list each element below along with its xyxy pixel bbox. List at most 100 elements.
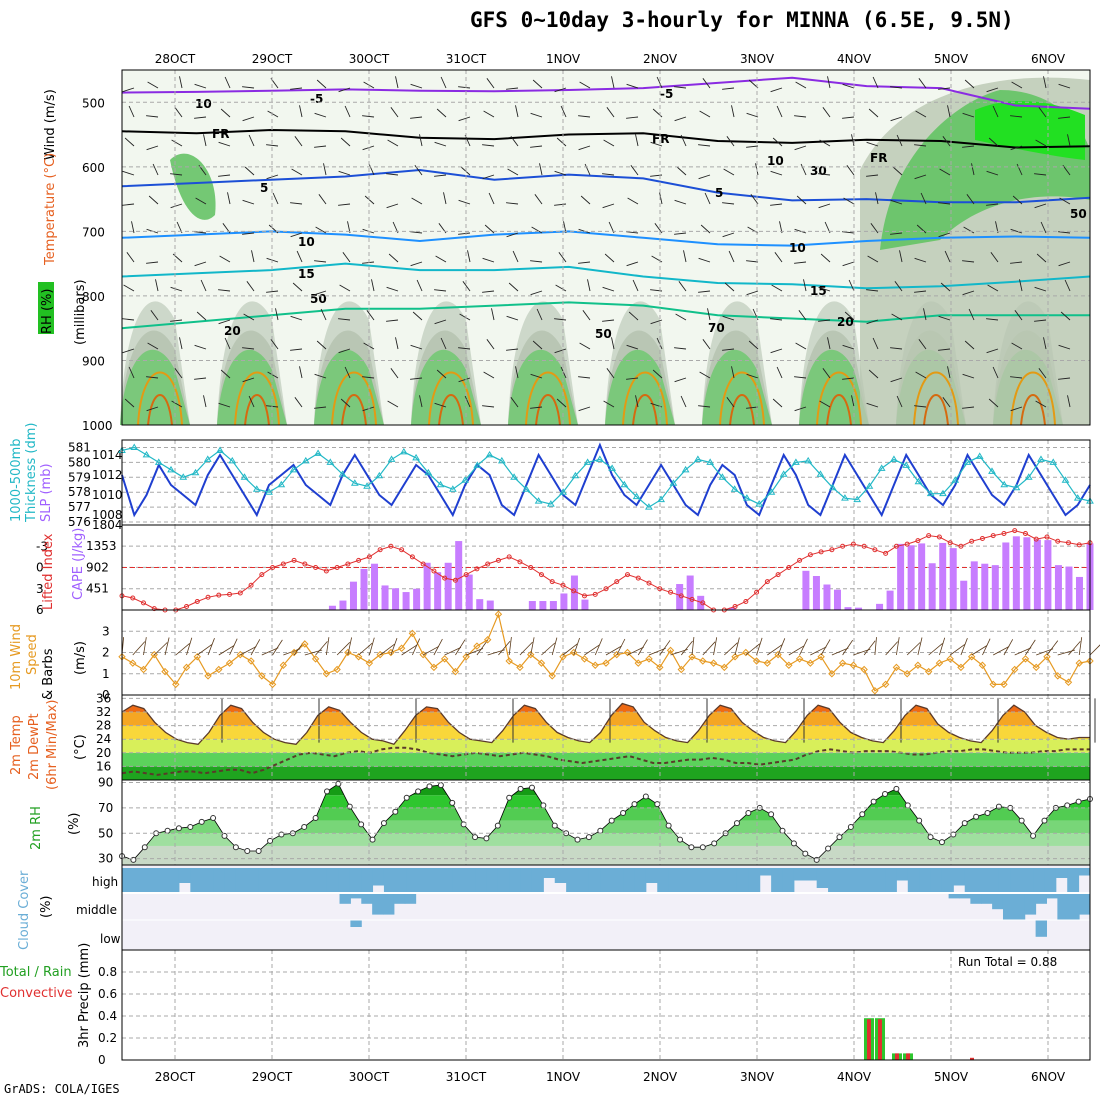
wind-barb — [338, 203, 351, 206]
wind-barb — [627, 646, 644, 656]
thickness-point — [497, 456, 506, 464]
wind-barb — [938, 202, 951, 205]
wind-barb — [434, 319, 447, 325]
wind-barb — [1010, 376, 1023, 379]
wind-barb — [770, 203, 783, 206]
cloud-high-bar — [258, 868, 271, 893]
wind-barb — [530, 373, 543, 379]
wind-barb — [767, 644, 783, 656]
thickness-point — [583, 458, 592, 465]
wind-barb — [799, 638, 808, 656]
wind-barb — [1010, 261, 1023, 264]
cloud-middle-bar — [1079, 893, 1091, 915]
wind-barb — [866, 402, 879, 408]
cloud-high-bar — [270, 868, 282, 893]
li-point — [452, 577, 458, 583]
cloud-high-bar — [543, 868, 556, 878]
rh-point — [415, 788, 422, 795]
rh-point — [369, 836, 376, 843]
wind-barb — [419, 134, 423, 147]
wind-speed-point — [806, 659, 815, 667]
temp-tick: 36 — [96, 691, 111, 705]
wind-barb — [507, 168, 519, 176]
isotherm-30 — [632, 394, 658, 426]
cloud-high-bar — [1044, 868, 1057, 893]
wind-barb — [868, 369, 879, 379]
wind-speed-point — [301, 640, 309, 648]
date-label-top: 2NOV — [643, 52, 678, 66]
wind-barb — [412, 638, 421, 656]
wind-barb — [713, 637, 718, 656]
wind-barb — [580, 195, 591, 205]
wind-barb — [342, 252, 351, 263]
wind-barb — [674, 347, 687, 350]
wind-barb — [290, 232, 303, 238]
li-point — [474, 566, 480, 572]
wind-barb — [395, 76, 399, 89]
wind-barb — [390, 368, 399, 379]
li-point — [646, 580, 652, 586]
li-point — [141, 600, 147, 606]
wind-barb — [519, 641, 533, 656]
wind-barb — [890, 232, 903, 235]
wind-barb — [508, 282, 519, 292]
wind-speed-point — [774, 650, 782, 659]
wind-barb — [698, 174, 711, 180]
rh-point — [620, 809, 627, 816]
rh-plume — [605, 349, 675, 425]
cloud-high-bar — [122, 868, 134, 893]
wind-speed-point — [516, 663, 524, 672]
wind-barb — [401, 644, 417, 656]
wind-barb — [963, 226, 975, 234]
wind-barb — [410, 261, 423, 267]
wind-barb — [818, 286, 831, 292]
isotherm-line — [121, 230, 1091, 247]
wind-barb — [988, 398, 999, 408]
thickness-point — [485, 450, 494, 458]
wind-barb — [986, 170, 999, 176]
isotherm-label: 10 — [767, 154, 784, 168]
isotherm-25 — [234, 371, 280, 426]
wind-barb — [434, 141, 447, 147]
rh-point — [893, 785, 900, 792]
wind-barb — [325, 637, 330, 656]
wind-barb — [220, 108, 231, 118]
thickness-point — [399, 447, 408, 455]
wind-barb — [410, 116, 423, 119]
wind-barb — [890, 116, 903, 122]
wind-barb — [842, 639, 854, 656]
cloud-high-bar — [304, 868, 317, 893]
wind-barb — [186, 637, 193, 656]
li-point — [947, 540, 953, 546]
thickness-point — [571, 471, 580, 479]
temp-band — [122, 703, 1090, 712]
isotherm-label: 15 — [298, 267, 315, 281]
rh-plume — [702, 349, 772, 425]
wind-barb — [203, 134, 207, 147]
wind-barb — [1019, 279, 1023, 292]
wind-speed-point — [731, 653, 739, 661]
wind-barb — [320, 308, 327, 321]
wind-barb — [1089, 644, 1100, 656]
wind-barb — [340, 398, 351, 408]
thickness-point — [534, 497, 543, 504]
wind-barb — [532, 79, 543, 89]
wind-barb — [242, 232, 255, 235]
wind-barb — [555, 284, 567, 292]
wind-barb — [486, 78, 495, 89]
wind-barb — [770, 318, 783, 321]
cloud-high-bar — [577, 868, 590, 893]
wind-barb — [890, 377, 903, 383]
credit: GrADS: COLA/IGES — [4, 1082, 120, 1096]
wind-barb — [914, 290, 927, 293]
rh-point — [984, 809, 991, 816]
wind-barb — [794, 145, 807, 151]
rh-plume — [508, 349, 578, 425]
li-point — [1055, 538, 1061, 544]
thickness-point — [265, 488, 273, 495]
precip-conv-bar — [867, 1019, 871, 1060]
isotherm-25 — [331, 371, 377, 426]
wind-barb — [745, 643, 761, 656]
thickness-point — [448, 485, 457, 492]
